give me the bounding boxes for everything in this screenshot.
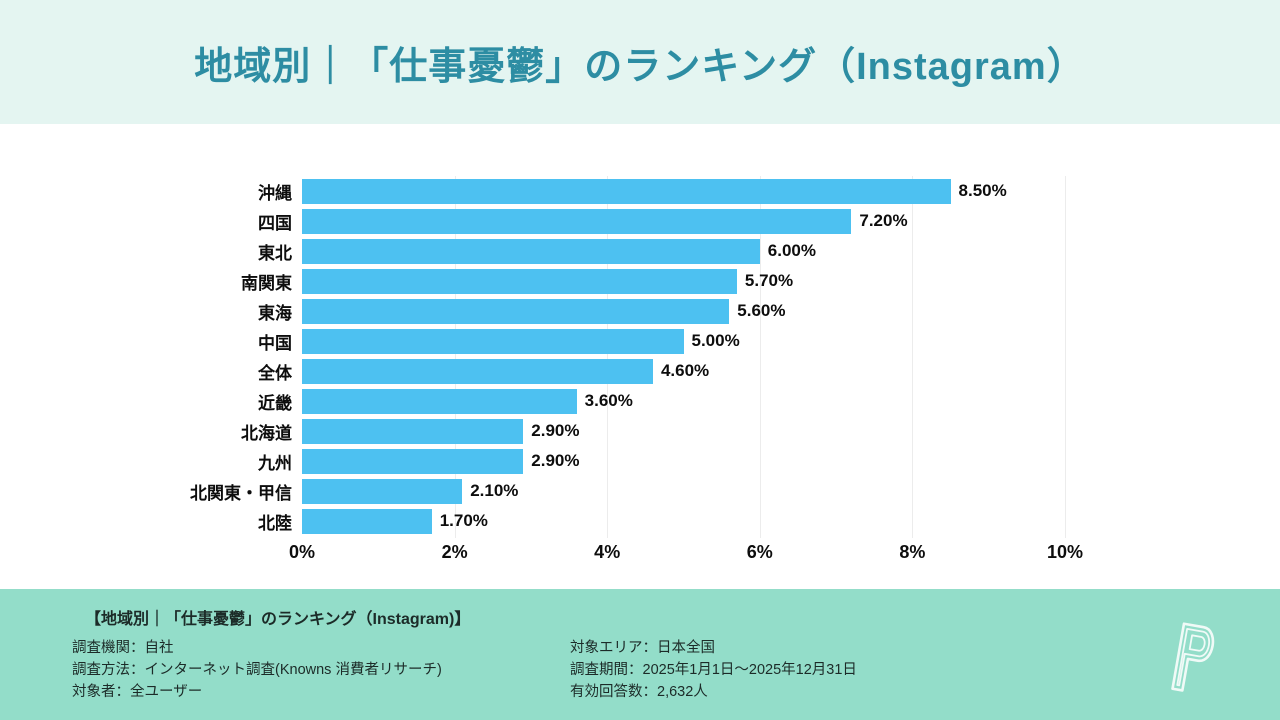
chart-bar [302,208,852,234]
category-label: 東海 [258,303,292,323]
footer: 【地域別｜「仕事憂鬱」のランキング（Instagram)】 調査機関：自社調査方… [0,589,1280,720]
chart-bar [302,328,684,354]
gridline [759,176,761,538]
bar-track: 2.90% [302,418,1202,444]
category-label: 四国 [258,213,292,233]
chart-bar [302,268,737,294]
chart-row: 中国 5.00% [0,326,1280,356]
x-axis-tick-label: 8% [899,542,926,562]
bar-track: 5.70% [302,268,1202,294]
chart-bar [302,508,432,534]
x-axis-tick-label: 6% [746,542,773,562]
category-label: 東北 [258,243,292,263]
bar-track: 4.60% [302,358,1202,384]
x-axis-tick-label: 2% [441,542,468,562]
footer-heading: 【地域別｜「仕事憂鬱」のランキング（Instagram)】 [85,611,471,628]
category-label: 中国 [258,333,292,353]
category-label: 九州 [258,453,292,473]
chart-row: 沖縄 8.50% [0,176,1280,206]
chart-row: 南関東 5.70% [0,266,1280,296]
category-label: 南関東 [241,273,292,293]
chart-row: 東北 6.00% [0,236,1280,266]
chart-bar [302,478,463,504]
page-title: 地域別｜「仕事憂鬱」のランキング（Instagram） [194,45,1086,88]
bar-chart: 沖縄 8.50% 四国 7.20% 東北 6.00% 南関東 5.70% 東海 5.60% 中国 5.… [0,124,1280,589]
chart-bar [302,238,760,264]
bar-track: 3.60% [302,388,1202,414]
chart-row: 東海 5.60% [0,296,1280,326]
x-axis-tick-label: 4% [594,542,621,562]
chart-row: 四国 7.20% [0,206,1280,236]
bar-value-label: 6.00% [767,241,816,260]
bar-value-label: 5.60% [737,301,786,320]
chart-bar [302,418,524,444]
gridline [454,176,456,538]
chart-row: 北海道 2.90% [0,416,1280,446]
bar-value-label: 3.60% [584,391,633,410]
survey-detail-line: 対象エリア：日本全国 [570,640,715,656]
category-label: 近畿 [258,393,292,413]
bar-track: 1.70% [302,508,1202,534]
x-axis-tick-label: 0% [288,542,316,562]
footer-survey-details-right: 対象エリア：日本全国調査期間：2025年1月1日～2025年12月31日 有効回答… [570,637,857,703]
bar-track: 6.00% [302,238,1202,264]
chart-rows: 沖縄 8.50% 四国 7.20% 東北 6.00% 南関東 5.70% 東海 5.60% 中国 5.… [0,176,1280,536]
category-label: 全体 [258,363,292,383]
survey-detail-line: 対象者：全ユーザー [72,684,203,700]
bar-value-label: 4.60% [660,361,710,380]
chart-row: 北陸 1.70% [0,506,1280,536]
x-axis-tick-label: 10% [1046,542,1084,562]
chart-bar [302,178,951,204]
chart-bar [302,388,577,414]
bar-value-label: 5.00% [691,331,740,350]
chart-row: 九州 2.90% [0,446,1280,476]
bar-value-label: 8.50% [958,181,1007,200]
survey-detail-line: 有効回答数：2,632人 [570,684,708,700]
survey-detail-line: 調査期間：2025年1月1日～2025年12月31日 [570,662,857,678]
bar-value-label: 5.70% [744,271,794,290]
brand-logo-p-icon [1171,622,1215,692]
bar-track: 5.00% [302,328,1202,354]
gridline [607,176,609,538]
survey-detail-line: 調査方法：インターネット調査(Knowns 消費者リサーチ) [72,662,442,678]
category-label: 沖縄 [258,183,292,203]
chart-bar [302,448,524,474]
survey-detail-line: 調査機関：自社 [72,640,174,656]
category-label: 北関東・甲信 [190,483,292,503]
chart-bar [302,358,653,384]
header: 地域別｜「仕事憂鬱」のランキング（Instagram） [0,0,1280,124]
footer-survey-details-left: 調査機関：自社調査方法：インターネット調査(Knowns 消費者リサーチ) 対象者… [72,637,442,703]
bar-track: 8.50% [302,178,1202,204]
bar-value-label: 7.20% [859,211,908,230]
bar-value-label: 2.90% [531,451,580,470]
category-label: 北海道 [241,423,292,443]
chart-bar [302,298,730,324]
gridline [912,176,914,538]
bar-track: 5.60% [302,298,1202,324]
chart-row: 近畿 3.60% [0,386,1280,416]
category-label: 北陸 [258,513,292,533]
chart-row: 全体 4.60% [0,356,1280,386]
bar-value-label: 2.90% [531,421,580,440]
bar-value-label: 2.10% [470,481,519,500]
bar-track: 7.20% [302,208,1202,234]
gridline [1065,176,1066,538]
bar-track: 2.90% [302,448,1202,474]
bar-value-label: 1.70% [439,511,488,530]
chart-row: 北関東・甲信 2.10% [0,476,1280,506]
bar-track: 2.10% [302,478,1202,504]
